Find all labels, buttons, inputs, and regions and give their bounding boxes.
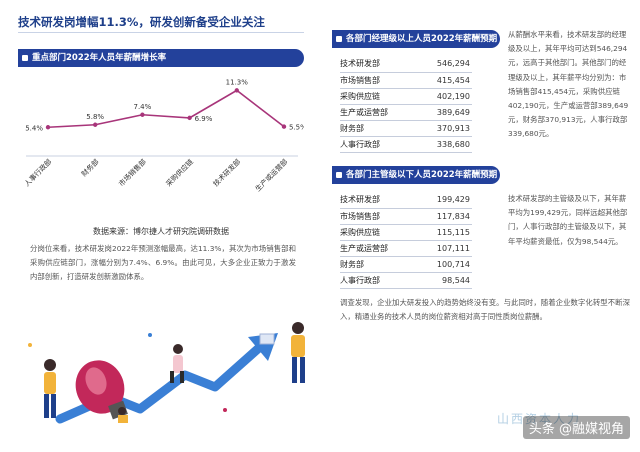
category-label: 人事行政部 (22, 157, 53, 188)
dept-cell: 技术研发部 (340, 56, 417, 73)
person-right-icon (259, 322, 305, 383)
category-label: 生产或运营部 (253, 157, 289, 193)
growth-illustration (28, 333, 278, 424)
person-left-icon (44, 359, 56, 418)
salary-cell: 199,429 (416, 192, 472, 209)
left-paragraph: 分岗位来看，技术研发岗2022年预测涨幅最高，达11.3%，其次为市场销售部和采… (30, 244, 296, 282)
data-point (140, 112, 145, 117)
data-label: 7.4% (134, 103, 152, 111)
table-row: 财务部 370,913 (340, 120, 472, 137)
table-row: 采购供应链 115,115 (340, 224, 472, 241)
data-point (187, 115, 192, 121)
supervisor-salary-table: 技术研发部 199,429 市场销售部 117,834 采购供应链 115,115 生产或运… (340, 192, 472, 290)
dept-cell: 市场销售部 (340, 208, 417, 225)
data-point (93, 122, 98, 127)
sparkle-icon (28, 333, 227, 412)
table-row: 人事行政部 98,544 (340, 272, 472, 290)
data-label: 5.8% (86, 113, 104, 121)
chart-svg: 5.4% 人事行政部 5.8% 财务部 7.4% 市场销售部 6.9% 采购供应链 11.3% 技… (22, 78, 304, 193)
data-point (281, 124, 287, 129)
salary-cell: 338,680 (416, 136, 472, 154)
dept-cell: 生产或运营部 (340, 104, 417, 121)
category-label: 技术研发部 (211, 157, 242, 188)
manager-table-banner: 各部门经理级以上人员2022年薪酬预期 (332, 30, 500, 48)
salary-cell: 389,649 (416, 104, 472, 121)
salary-cell: 115,115 (416, 224, 472, 241)
category-label: 财务部 (79, 157, 100, 178)
page-title: 技术研发岗增幅11.3%，研发创新备受企业关注 (18, 15, 265, 29)
salary-cell: 402,190 (416, 88, 472, 105)
table-row: 生产或运营部 107,111 (340, 240, 472, 257)
data-point (234, 88, 239, 93)
lightbulb-icon (75, 360, 128, 420)
category-label: 采购供应链 (164, 157, 195, 188)
dept-cell: 技术研发部 (340, 192, 417, 209)
bottom-paragraph: 调查发现，企业加大研发投入的趋势始终没有变。与此同时，随着企业数字化转型不断深入… (340, 298, 630, 322)
supervisor-table-banner: 各部门主管级以下人员2022年薪酬预期 (332, 166, 500, 184)
person-sitting-icon (118, 407, 128, 423)
salary-cell: 107,111 (416, 240, 472, 257)
dept-cell: 人事行政部 (340, 272, 417, 290)
data-label: 11.3% (226, 78, 249, 86)
data-label: 6.9% (195, 115, 213, 123)
salary-cell: 98,544 (416, 272, 472, 290)
table-row: 生产或运营部 389,649 (340, 104, 472, 121)
table-row: 财务部 100,714 (340, 256, 472, 273)
table-row: 人事行政部 338,680 (340, 136, 472, 154)
table-row: 市场销售部 415,454 (340, 72, 472, 89)
person-arrow-icon (170, 344, 184, 383)
source-footer-tag: 头条 @融媒视角 (522, 416, 630, 439)
table-row: 采购供应链 402,190 (340, 88, 472, 105)
salary-growth-chart: 5.4% 人事行政部 5.8% 财务部 7.4% 市场销售部 6.9% 采购供应链 11.3% 技… (18, 76, 304, 226)
table-row: 技术研发部 199,429 (340, 192, 472, 209)
data-point (45, 125, 51, 130)
category-label: 市场销售部 (117, 157, 148, 188)
dept-cell: 市场销售部 (340, 72, 417, 89)
dept-cell: 采购供应链 (340, 88, 417, 105)
table-row: 市场销售部 117,834 (340, 208, 472, 225)
manager-salary-table: 技术研发部 546,294 市场销售部 415,454 采购供应链 402,190 生产或运… (340, 56, 472, 154)
table-row: 技术研发部 546,294 (340, 56, 472, 73)
chart-banner: 重点部门2022年人员年薪酬增长率 (18, 49, 304, 67)
data-label: 5.4% (25, 124, 43, 132)
title-divider (18, 32, 304, 33)
side-text-supervisor: 技术研发部的主管级及以下，其年薪平均为199,429元，同样远超其他部门，人事行… (508, 194, 628, 246)
salary-cell: 546,294 (416, 56, 472, 73)
dept-cell: 人事行政部 (340, 136, 417, 154)
chart-source: 数据来源：博尔捷人才研究院调研数据 (93, 227, 229, 236)
side-text-manager: 从薪酬水平来看，技术研发部的经理级及以上，其年平均可达到546,294元，远高于… (508, 30, 629, 139)
data-label: 5.5% (289, 124, 304, 132)
salary-cell: 117,834 (416, 208, 472, 225)
dept-cell: 财务部 (340, 120, 417, 137)
dept-cell: 生产或运营部 (340, 240, 417, 257)
salary-cell: 415,454 (416, 72, 472, 89)
dept-cell: 财务部 (340, 256, 417, 273)
dept-cell: 采购供应链 (340, 224, 417, 241)
series-line (47, 89, 285, 129)
salary-cell: 370,913 (416, 120, 472, 137)
salary-cell: 100,714 (416, 256, 472, 273)
watermark: 山西资本人力 (497, 412, 582, 426)
